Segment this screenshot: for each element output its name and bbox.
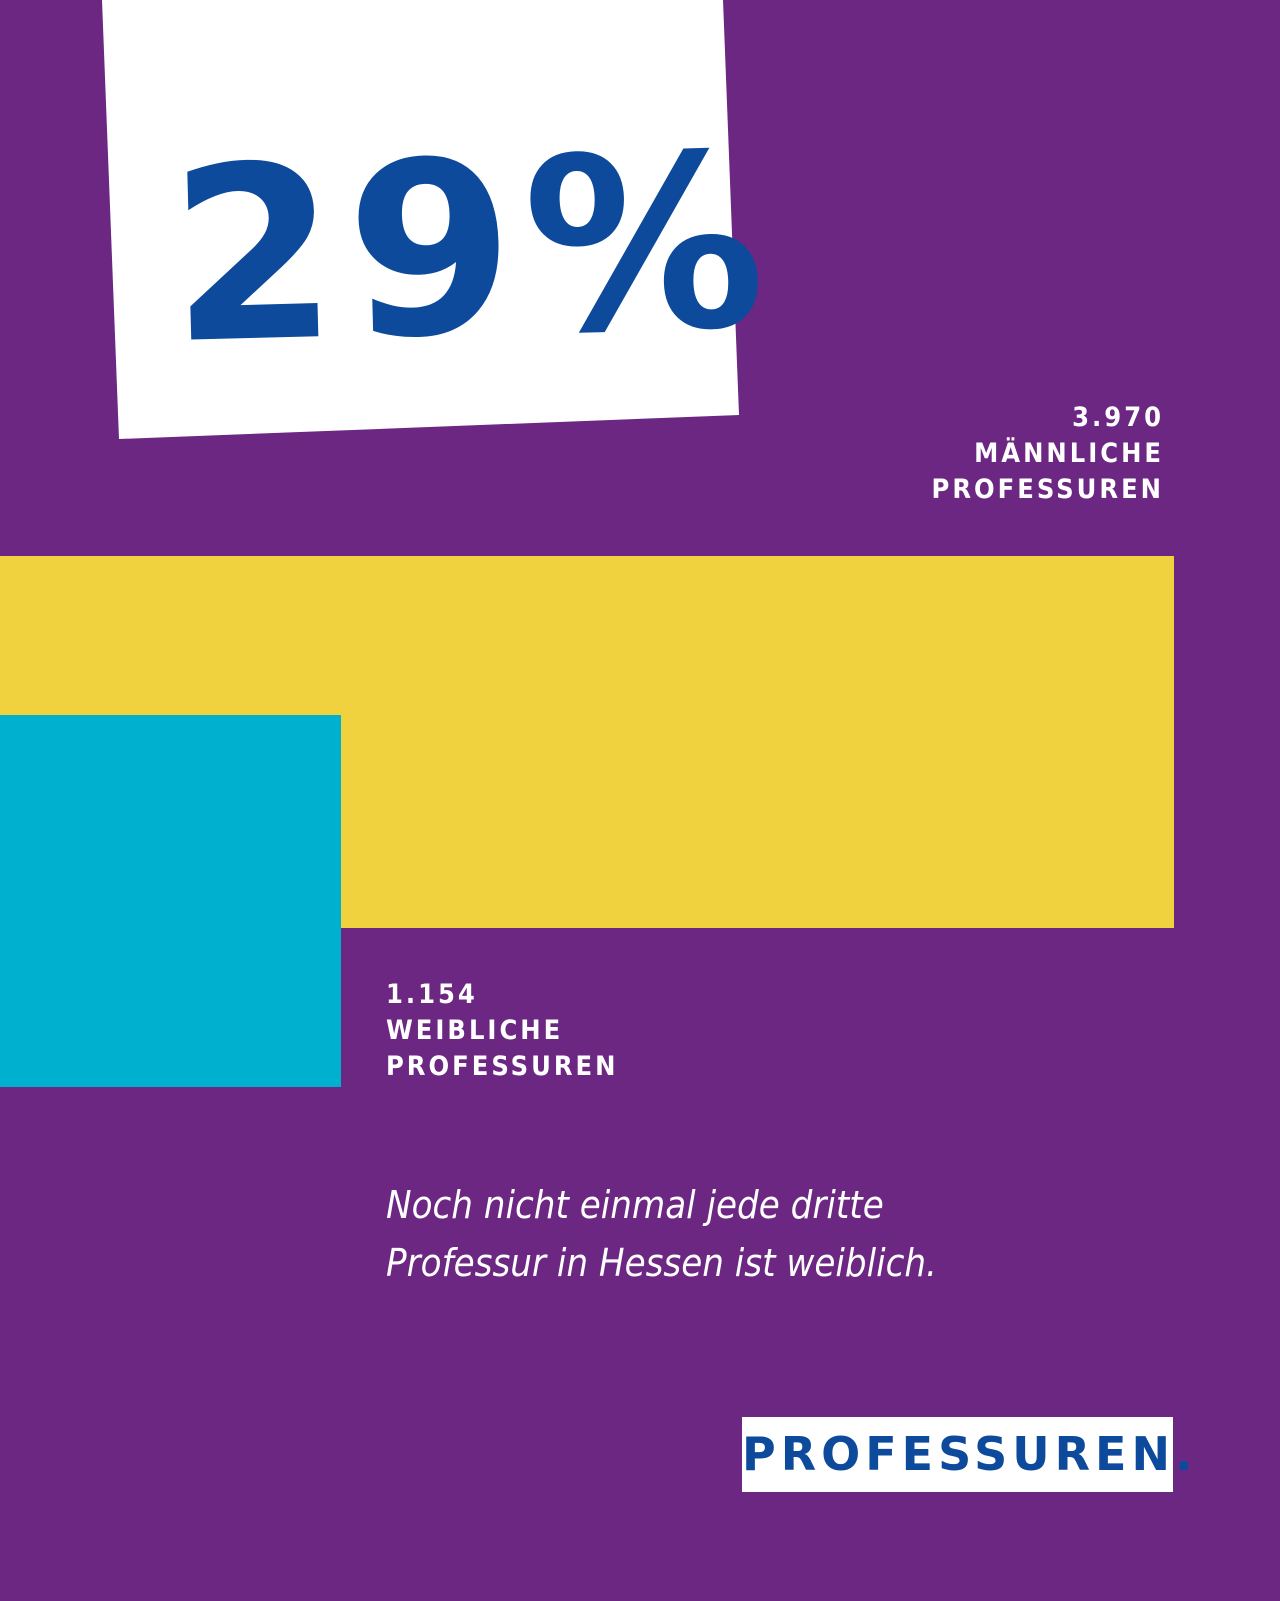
annotation: Noch nicht einmal jede dritte Professur … [386,1183,937,1285]
headline-card [102,0,739,439]
category-label: WEIBLICHE PROFESSUREN [386,1015,619,1082]
footer: PROFESSUREN. [742,1417,1192,1492]
female-label: 1.154 WEIBLICHE PROFESSUREN [386,977,646,1085]
category-label: MÄNNLICHE PROFESSUREN [931,438,1164,505]
male-label: 3.970 MÄNNLICHE PROFESSUREN [904,400,1164,508]
headline: 29% [166,101,779,398]
bar [0,715,342,1087]
value-label: 3.970 [1072,402,1164,433]
value-label: 1.154 [386,979,478,1010]
